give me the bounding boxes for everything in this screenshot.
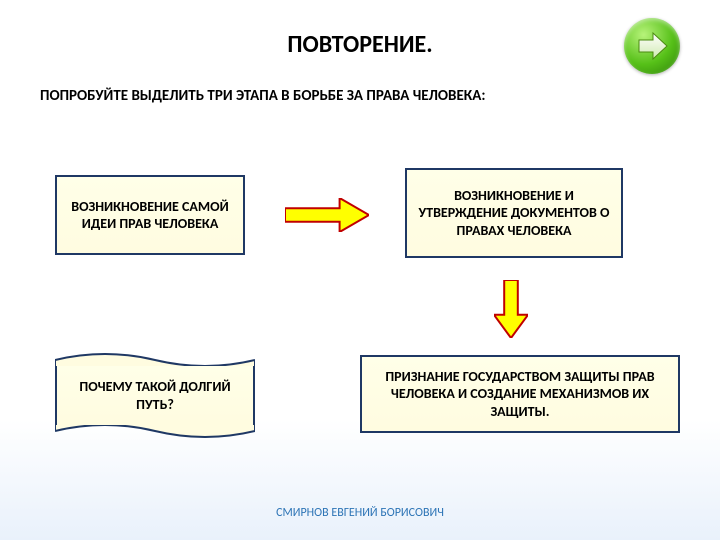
subtitle: ПОПРОБУЙТЕ ВЫДЕЛИТЬ ТРИ ЭТАПА В БОРЬБЕ З… [40,87,680,105]
arrow-down-connector [494,280,528,338]
stage-box-2: ВОЗНИКНОВЕНИЕ И УТВЕРЖДЕНИЕ ДОКУМЕНТОВ О… [405,168,623,258]
question-banner: ПОЧЕМУ ТАКОЙ ДОЛГИЙ ПУТЬ? [55,350,255,441]
next-button[interactable] [624,18,680,74]
banner-bottom-wave [55,425,255,441]
slide: ПОВТОРЕНИЕ. ПОПРОБУЙТЕ ВЫДЕЛИТЬ ТРИ ЭТАП… [0,0,720,540]
banner-top-wave [55,350,255,366]
stage-box-3: ПРИЗНАНИЕ ГОСУДАРСТВОМ ЗАЩИТЫ ПРАВ ЧЕЛОВ… [360,355,680,433]
banner-label: ПОЧЕМУ ТАКОЙ ДОЛГИЙ ПУТЬ? [55,366,255,425]
arrow-right-icon [635,29,669,63]
arrow-right-connector [285,198,369,232]
footer-credit: СМИРНОВ ЕВГЕНИЙ БОРИСОВИЧ [0,506,720,520]
page-title: ПОВТОРЕНИЕ. [40,30,680,59]
stage-box-1: ВОЗНИКНОВЕНИЕ САМОЙ ИДЕИ ПРАВ ЧЕЛОВЕКА [55,175,245,255]
